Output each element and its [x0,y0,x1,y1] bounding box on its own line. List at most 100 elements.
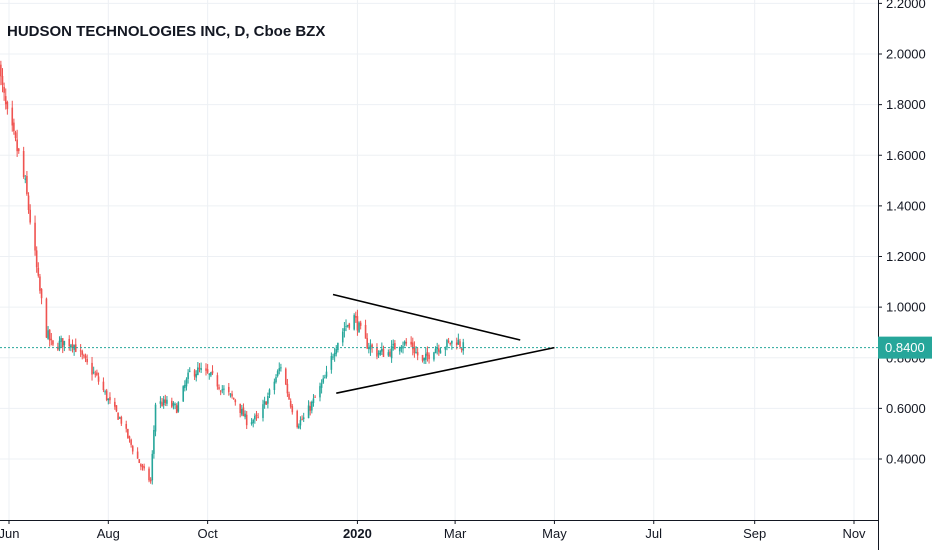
candle-body [120,416,123,424]
candle-body [364,324,367,339]
candle-body [275,377,277,383]
candle-body [307,405,310,419]
candle-body [16,139,18,152]
candle-body [45,298,48,338]
candle-body [13,122,15,132]
candle-body [449,342,452,345]
candle-body [114,401,116,407]
y-tick-label: 1.8000 [886,97,926,112]
candle-body [366,338,368,349]
candle-body [143,466,145,469]
candle-body [109,397,111,401]
candle-body [47,330,49,339]
candle-body [426,352,429,356]
candle-body [268,389,271,395]
x-axis-ticks: Jun Aug Oct 2020 Mar May Jul Sep Nov [0,520,866,541]
candle-body [242,407,245,417]
candle-body [153,430,155,454]
candle-body [262,404,264,418]
candle-body [184,384,186,389]
candle-body [298,425,300,429]
candle-body [174,403,176,405]
y-tick-label: 0.6000 [886,401,926,416]
candle-body [369,345,372,350]
candle-body [403,341,406,345]
candle-body [11,107,14,126]
candle-body [413,347,416,354]
chart-title: HUDSON TECHNOLOGIES INC, D, Cboe BZX [7,23,325,40]
candle-body [92,372,95,374]
trendlines [332,293,555,394]
candle-body [198,367,201,369]
candle-body [245,414,248,426]
candle-body [182,386,185,402]
y-tick-label: 1.0000 [886,300,926,315]
candle-body [368,347,370,349]
x-tick-label: Oct [198,526,219,541]
y-tick-label: 1.2000 [886,249,926,264]
candle-body [324,377,326,379]
candle-body [1,75,4,85]
candle-body [311,401,313,411]
candle-body [333,352,336,357]
trendline [336,346,555,394]
candle-body [3,86,5,93]
candle-body [423,357,425,361]
candle-body [241,408,243,415]
candle-body [71,344,74,348]
candle-body [410,341,412,345]
candle-body [115,405,118,412]
candle-body [63,340,66,346]
candle-body [97,376,100,382]
candle-body [381,348,383,352]
candle-body [125,423,128,429]
candle-body [127,429,129,438]
candle-body [138,459,141,464]
candle-body [428,354,430,360]
grid [0,0,878,520]
candle-body [322,378,325,383]
candle-body [229,393,232,395]
candle-body [70,345,72,348]
candle-body [61,338,64,348]
candle-body [105,390,108,400]
candle-body [177,402,180,412]
candle-body [83,355,85,357]
candle-body [438,348,440,352]
y-axis-panel [878,0,932,550]
candle-body [118,417,121,419]
candle-body [197,367,199,375]
y-tick-label: 0.4000 [886,452,926,467]
candle-body [131,446,134,452]
candle-body [434,348,437,354]
candle-body [4,96,7,105]
y-tick-label: 2.0000 [886,47,926,62]
candle-body [68,338,71,347]
candle-body [286,383,289,394]
y-tick-label: 1.4000 [886,198,926,213]
candle-body [60,338,62,342]
candle-body [335,349,338,354]
candle-body [216,375,219,387]
x-tick-label: Mar [444,526,467,541]
candle-body [227,386,230,393]
candle-body [389,351,391,357]
candle-body [193,370,196,377]
candles [0,60,465,485]
candle-body [151,453,154,481]
candle-body [337,343,339,351]
x-axis-panel [0,520,932,550]
candle-body [187,372,189,380]
candle-body [371,344,373,347]
candle-body [296,411,298,428]
candle-body [17,148,20,152]
candle-body [50,338,53,340]
candle-body [348,323,351,329]
candle-body [208,373,211,375]
candle-body [255,414,258,416]
candle-body [141,465,144,468]
candle-body [40,288,43,299]
candle-body [353,315,355,330]
candle-body [39,276,41,291]
x-tick-label: Jul [645,526,662,541]
